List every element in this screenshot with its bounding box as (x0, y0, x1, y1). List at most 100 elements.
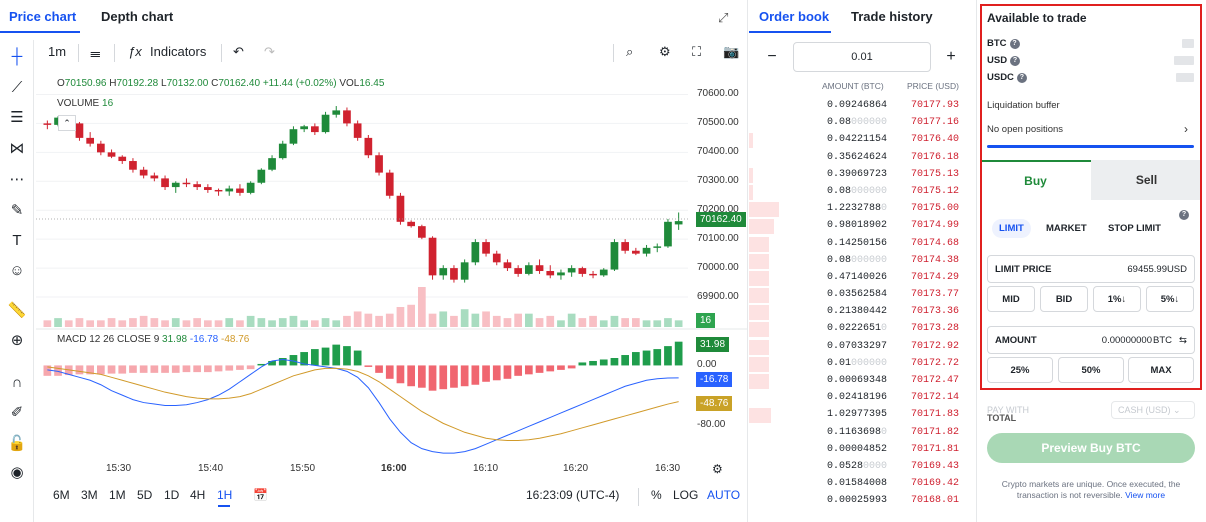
amount-50-button[interactable]: 50% (1058, 357, 1124, 383)
volume-bar (278, 318, 287, 327)
order-book-row[interactable]: 0.00025993 70168.01 (749, 493, 976, 510)
order-book-row[interactable]: 0.02418196 70172.14 (749, 390, 976, 407)
eye-icon[interactable]: ◉ (10, 464, 24, 481)
redo-icon[interactable]: ↷ (264, 44, 275, 59)
indicators-icon[interactable]: ƒx (128, 44, 142, 59)
order-book-row[interactable]: 0.14250156 70174.68 (749, 236, 976, 253)
order-book-row[interactable]: 0.00004852 70171.81 (749, 442, 976, 459)
camera-icon[interactable]: 📷 (723, 44, 740, 59)
order-book-row[interactable]: 0.07033297 70172.92 (749, 339, 976, 356)
pay-with-select[interactable]: CASH (USD) ⌄ (1111, 401, 1195, 419)
help-icon[interactable]: ? (1016, 72, 1027, 83)
indicators-button[interactable]: Indicators (150, 44, 207, 59)
order-book-row[interactable]: 0.08000000 70177.16 (749, 115, 976, 132)
volume-bar (86, 320, 95, 327)
order-book-row[interactable]: 0.09246864 70177.93 (749, 98, 976, 115)
range-4h[interactable]: 4H (190, 488, 206, 502)
fullscreen-icon[interactable]: ⛶ (692, 44, 702, 59)
order-book-row[interactable]: 0.39069723 70175.13 (749, 167, 976, 184)
price-chart-canvas[interactable] (36, 70, 748, 462)
range-1h[interactable]: 1H (217, 488, 233, 502)
preview-buy-button[interactable]: Preview Buy BTC (987, 433, 1195, 463)
order-book-row[interactable]: 1.02977395 70171.83 (749, 407, 976, 424)
auto-toggle[interactable]: AUTO (707, 488, 741, 502)
tab-depth-chart[interactable]: Depth chart (101, 9, 174, 24)
help-icon[interactable]: ? (1179, 210, 1189, 220)
interval-selector[interactable]: 1m (48, 44, 67, 59)
brush-icon[interactable]: ✎ (10, 202, 24, 219)
help-icon[interactable]: ? (1010, 55, 1021, 66)
order-book-row[interactable]: 0.05280000 70169.43 (749, 459, 976, 476)
date-range-icon[interactable]: 📅 (253, 488, 268, 502)
help-icon[interactable]: ? (1009, 38, 1020, 49)
amount-value[interactable]: 0.00000000 (1101, 335, 1152, 346)
price-mid-button[interactable]: MID (987, 286, 1035, 312)
order-book-row[interactable]: 0.03562584 70173.77 (749, 287, 976, 304)
undo-icon[interactable]: ↶ (233, 44, 244, 59)
order-book-row[interactable]: 0.01584008 70169.42 (749, 476, 976, 493)
chevron-right-icon[interactable]: › (1184, 122, 1188, 136)
swap-unit-icon[interactable]: ⇆ (1179, 335, 1187, 346)
limit-price-field[interactable]: LIMIT PRICE 69455.99 USD (987, 255, 1195, 283)
zoom-in-icon[interactable]: ⊕ (10, 332, 24, 349)
order-book-row[interactable]: 0.21380442 70173.36 (749, 304, 976, 321)
order-type-market[interactable]: MARKET (1046, 223, 1087, 234)
trend-line-icon[interactable]: ⟋ (11, 78, 23, 96)
order-book-row[interactable]: 0.35624624 70176.18 (749, 150, 976, 167)
crosshair-icon[interactable]: ┼ (11, 47, 23, 65)
emoji-icon[interactable]: ☺ (9, 261, 25, 279)
settings-gear-icon[interactable]: ⚙ (659, 44, 671, 59)
log-toggle[interactable]: LOG (673, 488, 699, 502)
price-5pct-button[interactable]: 5%↓ (1146, 286, 1194, 312)
range-1d[interactable]: 1D (164, 488, 180, 502)
buy-tab[interactable]: Buy (980, 160, 1091, 200)
clock[interactable]: 16:23:09 (UTC-4) (526, 488, 620, 502)
order-book-row[interactable]: 0.47140026 70174.29 (749, 270, 976, 287)
candle-type-icon[interactable]: 𝍢 (90, 45, 101, 60)
order-book-row[interactable]: 0.02226510 70173.28 (749, 321, 976, 338)
no-open-positions[interactable]: No open positions (987, 124, 1064, 135)
ruler-icon[interactable]: 📏 (7, 302, 27, 319)
order-book-row[interactable]: 0.98018902 70174.99 (749, 218, 976, 235)
amount-max-button[interactable]: MAX (1128, 357, 1194, 383)
tab-order-book[interactable]: Order book (759, 9, 830, 24)
magnet-icon[interactable]: ∩ (11, 373, 23, 391)
order-type-limit[interactable]: LIMIT (992, 219, 1031, 238)
order-book-size-input[interactable] (793, 42, 931, 72)
range-3m[interactable]: 3M (81, 488, 98, 502)
fib-icon[interactable]: ⋯ (9, 171, 25, 188)
amount-field[interactable]: AMOUNT 0.00000000 BTC ⇆ (987, 326, 1195, 354)
text-tool-icon[interactable]: T (12, 231, 22, 249)
tab-trade-history[interactable]: Trade history (851, 9, 933, 24)
sell-tab[interactable]: Sell (1091, 160, 1202, 200)
decrease-size-button[interactable]: − (767, 48, 777, 65)
order-book-row[interactable]: 0.08000000 70174.38 (749, 253, 976, 270)
limit-price-value[interactable]: 69455.99 (1127, 264, 1167, 275)
tab-price-chart[interactable]: Price chart (9, 9, 77, 24)
price-1pct-button[interactable]: 1%↓ (1093, 286, 1141, 312)
range-5d[interactable]: 5D (137, 488, 153, 502)
expand-icon[interactable]: ⤢ (718, 10, 729, 25)
pattern-icon[interactable]: ⋈ (9, 140, 25, 157)
order-book-row[interactable]: 1.22327880 70175.00 (749, 201, 976, 218)
range-6m[interactable]: 6M (53, 488, 70, 502)
quick-search-icon[interactable]: ⌕ (626, 44, 634, 59)
collapse-legend-button[interactable]: ⌃ (58, 115, 76, 131)
price-bid-button[interactable]: BID (1040, 286, 1088, 312)
order-book-row[interactable]: 0.00069348 70172.47 (749, 373, 976, 390)
order-book-row[interactable]: 0.11636980 70171.82 (749, 425, 976, 442)
candle-body (257, 169, 266, 183)
axis-settings-icon[interactable]: ⚙ (712, 462, 723, 476)
lock-icon[interactable]: 🔓 (7, 435, 27, 452)
order-type-stop-limit[interactable]: STOP LIMIT (1108, 223, 1161, 234)
range-1m[interactable]: 1M (109, 488, 126, 502)
percent-toggle[interactable]: % (651, 488, 662, 502)
order-book-row[interactable]: 0.08000000 70175.12 (749, 184, 976, 201)
order-book-row[interactable]: 0.01000000 70172.72 (749, 356, 976, 373)
lock-drawing-icon[interactable]: ✐ (10, 404, 24, 421)
order-book-row[interactable]: 0.04221154 70176.40 (749, 132, 976, 149)
amount-25-button[interactable]: 25% (987, 357, 1053, 383)
horizontal-lines-icon[interactable]: ☰ (10, 109, 24, 126)
increase-size-button[interactable]: + (946, 48, 956, 65)
view-more-link[interactable]: View more (1125, 490, 1166, 500)
